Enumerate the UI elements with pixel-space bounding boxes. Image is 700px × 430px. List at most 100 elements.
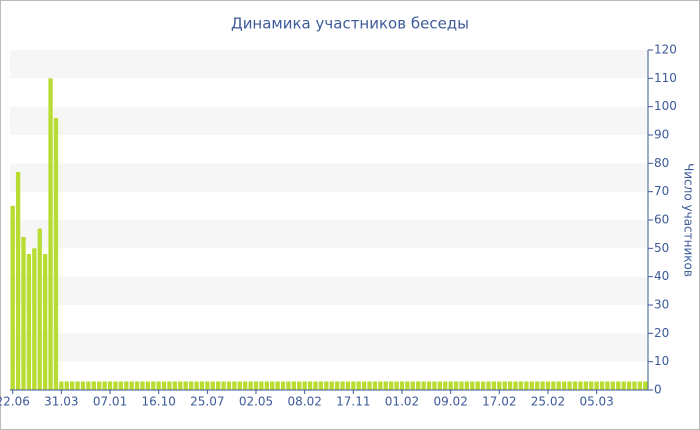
y-tick-label: 100 — [654, 99, 677, 113]
bar — [70, 381, 75, 390]
bar — [340, 381, 345, 390]
bar — [583, 381, 588, 390]
bar — [518, 381, 524, 390]
bar — [37, 228, 42, 390]
bar — [605, 381, 610, 390]
bar — [291, 381, 297, 390]
bar — [59, 381, 64, 390]
bar — [91, 381, 96, 390]
bar — [432, 381, 437, 390]
bar — [248, 381, 253, 390]
bar — [453, 381, 459, 390]
bar — [437, 381, 443, 390]
bar — [124, 381, 129, 390]
bar — [324, 381, 329, 390]
grid-band — [10, 276, 648, 305]
bar — [280, 381, 286, 390]
x-tick-label: 17.02 — [482, 395, 516, 409]
bar — [643, 381, 648, 390]
bar — [594, 381, 599, 390]
bar — [151, 381, 156, 390]
bar — [75, 381, 80, 390]
y-tick-label: 40 — [654, 269, 669, 283]
bar — [491, 381, 497, 390]
x-tick-label: 31.03 — [44, 395, 78, 409]
bar — [15, 171, 21, 390]
bar — [313, 381, 318, 390]
bar — [226, 381, 232, 390]
bar — [356, 381, 361, 390]
x-tick-label: 01.02 — [385, 395, 419, 409]
bar — [405, 381, 410, 390]
bar — [80, 381, 86, 390]
bar — [129, 381, 134, 390]
bar — [334, 381, 340, 390]
grid-band — [10, 220, 648, 249]
bar — [567, 381, 572, 390]
bar — [486, 381, 491, 390]
bar — [475, 381, 480, 390]
bar — [399, 381, 405, 390]
bar — [572, 381, 578, 390]
bar — [524, 381, 529, 390]
bar — [53, 118, 59, 390]
bar — [32, 248, 37, 390]
bar — [134, 381, 140, 390]
y-tick-label: 70 — [654, 184, 669, 198]
bar — [448, 381, 453, 390]
bar — [556, 381, 561, 390]
bar — [361, 381, 367, 390]
bar — [243, 381, 248, 390]
bar — [21, 237, 26, 390]
bar — [161, 381, 167, 390]
x-tick-label: 09.02 — [433, 395, 467, 409]
bar — [626, 381, 632, 390]
bar — [48, 78, 53, 390]
grid-band — [10, 50, 648, 79]
bar — [210, 381, 215, 390]
bar — [156, 381, 161, 390]
bar — [64, 381, 69, 390]
bar — [345, 381, 351, 390]
bar — [329, 381, 334, 390]
bar — [118, 381, 124, 390]
y-tick-label: 0 — [654, 383, 662, 397]
bar — [264, 381, 269, 390]
bar — [232, 381, 237, 390]
bar — [221, 381, 226, 390]
bar — [297, 381, 302, 390]
bar — [26, 254, 32, 390]
bar — [140, 381, 145, 390]
bar — [302, 381, 307, 390]
bar — [383, 381, 388, 390]
y-tick-label: 110 — [654, 71, 677, 85]
bar — [502, 381, 507, 390]
bar — [194, 381, 199, 390]
bar — [497, 381, 502, 390]
y-tick-label: 30 — [654, 298, 669, 312]
y-tick-label: 80 — [654, 156, 669, 170]
bar — [545, 381, 551, 390]
bar — [637, 381, 643, 390]
bar — [599, 381, 605, 390]
y-tick-label: 120 — [654, 43, 677, 57]
bar — [529, 381, 534, 390]
bar — [507, 381, 513, 390]
bar — [616, 381, 621, 390]
bar — [318, 381, 324, 390]
bar — [351, 381, 356, 390]
bar — [421, 381, 426, 390]
bar — [443, 381, 448, 390]
bar — [589, 381, 594, 390]
bar — [113, 381, 118, 390]
x-tick-label: 16.10 — [142, 395, 176, 409]
grid-band — [10, 333, 648, 362]
x-tick-label: 25.02 — [531, 395, 565, 409]
bar — [470, 381, 475, 390]
bar — [253, 381, 259, 390]
x-tick-label: 07.01 — [93, 395, 127, 409]
bar — [259, 381, 264, 390]
bar — [394, 381, 399, 390]
bar — [621, 381, 626, 390]
